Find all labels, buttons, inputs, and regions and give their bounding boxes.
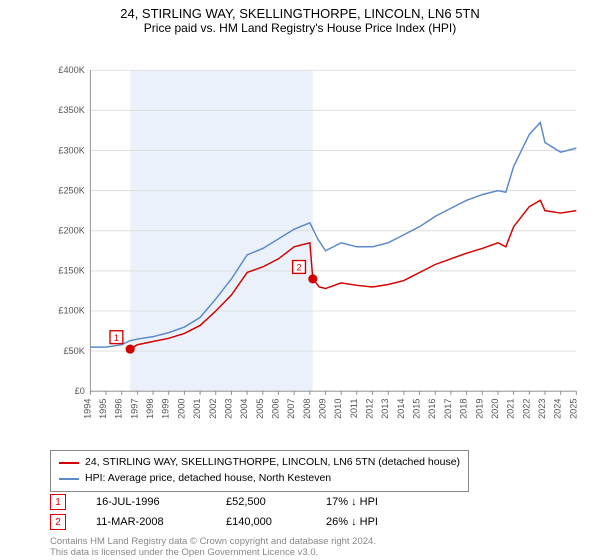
footnote-line: Contains HM Land Registry data © Crown c…: [50, 536, 376, 547]
svg-text:1998: 1998: [145, 399, 155, 419]
svg-text:1: 1: [114, 333, 119, 343]
legend-label: HPI: Average price, detached house, Nort…: [85, 471, 331, 487]
svg-text:2008: 2008: [302, 399, 312, 419]
svg-text:1995: 1995: [98, 399, 108, 419]
svg-text:£400K: £400K: [58, 65, 84, 75]
legend-item: HPI: Average price, detached house, Nort…: [59, 471, 460, 487]
transaction-marker-icon: 2: [50, 514, 66, 530]
svg-text:2017: 2017: [443, 399, 453, 419]
transaction-price: £52,500: [226, 496, 326, 508]
svg-text:2024: 2024: [553, 399, 563, 419]
svg-text:2018: 2018: [459, 399, 469, 419]
svg-text:2022: 2022: [521, 399, 531, 419]
svg-text:2004: 2004: [239, 399, 249, 419]
svg-text:2000: 2000: [176, 399, 186, 419]
svg-text:£350K: £350K: [58, 105, 84, 115]
legend-swatch: [59, 478, 79, 480]
svg-text:£100K: £100K: [58, 306, 84, 316]
legend-swatch: [59, 462, 79, 464]
chart-plot: £0 £50K £100K £150K £200K £250K £300K £350K £400…: [50, 50, 580, 400]
svg-text:2009: 2009: [318, 399, 328, 419]
svg-text:2016: 2016: [427, 399, 437, 419]
svg-text:2001: 2001: [192, 399, 202, 419]
transaction-table: 1 16-JUL-1996 £52,500 17% ↓ HPI 2 11-MAR…: [50, 492, 436, 532]
svg-text:2015: 2015: [412, 399, 422, 419]
transaction-price: £140,000: [226, 516, 326, 528]
chart-subtitle: Price paid vs. HM Land Registry's House …: [0, 21, 600, 35]
svg-text:2025: 2025: [568, 399, 578, 419]
svg-text:2021: 2021: [506, 399, 516, 419]
table-row: 2 11-MAR-2008 £140,000 26% ↓ HPI: [50, 512, 436, 532]
svg-text:£200K: £200K: [58, 225, 84, 235]
svg-text:2012: 2012: [365, 399, 375, 419]
svg-text:2010: 2010: [333, 399, 343, 419]
svg-text:2011: 2011: [349, 399, 359, 419]
transaction-diff: 26% ↓ HPI: [326, 516, 436, 528]
footnote: Contains HM Land Registry data © Crown c…: [50, 536, 376, 559]
svg-text:£250K: £250K: [58, 185, 84, 195]
svg-text:£300K: £300K: [58, 145, 84, 155]
legend-item: 24, STIRLING WAY, SKELLINGTHORPE, LINCOL…: [59, 455, 460, 471]
footnote-line: This data is licensed under the Open Gov…: [50, 547, 376, 558]
svg-text:2019: 2019: [474, 399, 484, 419]
transaction-date: 16-JUL-1996: [96, 496, 226, 508]
transaction-marker-icon: 1: [50, 494, 66, 510]
svg-text:1994: 1994: [82, 399, 92, 419]
svg-text:1997: 1997: [129, 399, 139, 419]
svg-text:£0: £0: [75, 386, 85, 396]
svg-text:£150K: £150K: [58, 266, 84, 276]
legend-label: 24, STIRLING WAY, SKELLINGTHORPE, LINCOL…: [85, 455, 460, 471]
chart-svg: £0 £50K £100K £150K £200K £250K £300K £350K £400…: [50, 50, 580, 450]
svg-text:2023: 2023: [537, 399, 547, 419]
svg-text:2: 2: [297, 263, 302, 273]
transaction-diff: 17% ↓ HPI: [326, 496, 436, 508]
svg-text:1996: 1996: [114, 399, 124, 419]
svg-text:2013: 2013: [380, 399, 390, 419]
svg-text:2003: 2003: [223, 399, 233, 419]
svg-text:2020: 2020: [490, 399, 500, 419]
table-row: 1 16-JUL-1996 £52,500 17% ↓ HPI: [50, 492, 436, 512]
legend: 24, STIRLING WAY, SKELLINGTHORPE, LINCOL…: [50, 450, 469, 492]
svg-text:2014: 2014: [396, 399, 406, 419]
chart-title-block: 24, STIRLING WAY, SKELLINGTHORPE, LINCOL…: [0, 0, 600, 35]
transaction-date: 11-MAR-2008: [96, 516, 226, 528]
svg-text:2007: 2007: [286, 399, 296, 419]
svg-text:£50K: £50K: [63, 346, 84, 356]
svg-text:2006: 2006: [270, 399, 280, 419]
svg-text:2002: 2002: [208, 399, 218, 419]
svg-text:2005: 2005: [255, 399, 265, 419]
chart-title: 24, STIRLING WAY, SKELLINGTHORPE, LINCOL…: [0, 6, 600, 21]
svg-text:1999: 1999: [161, 399, 171, 419]
